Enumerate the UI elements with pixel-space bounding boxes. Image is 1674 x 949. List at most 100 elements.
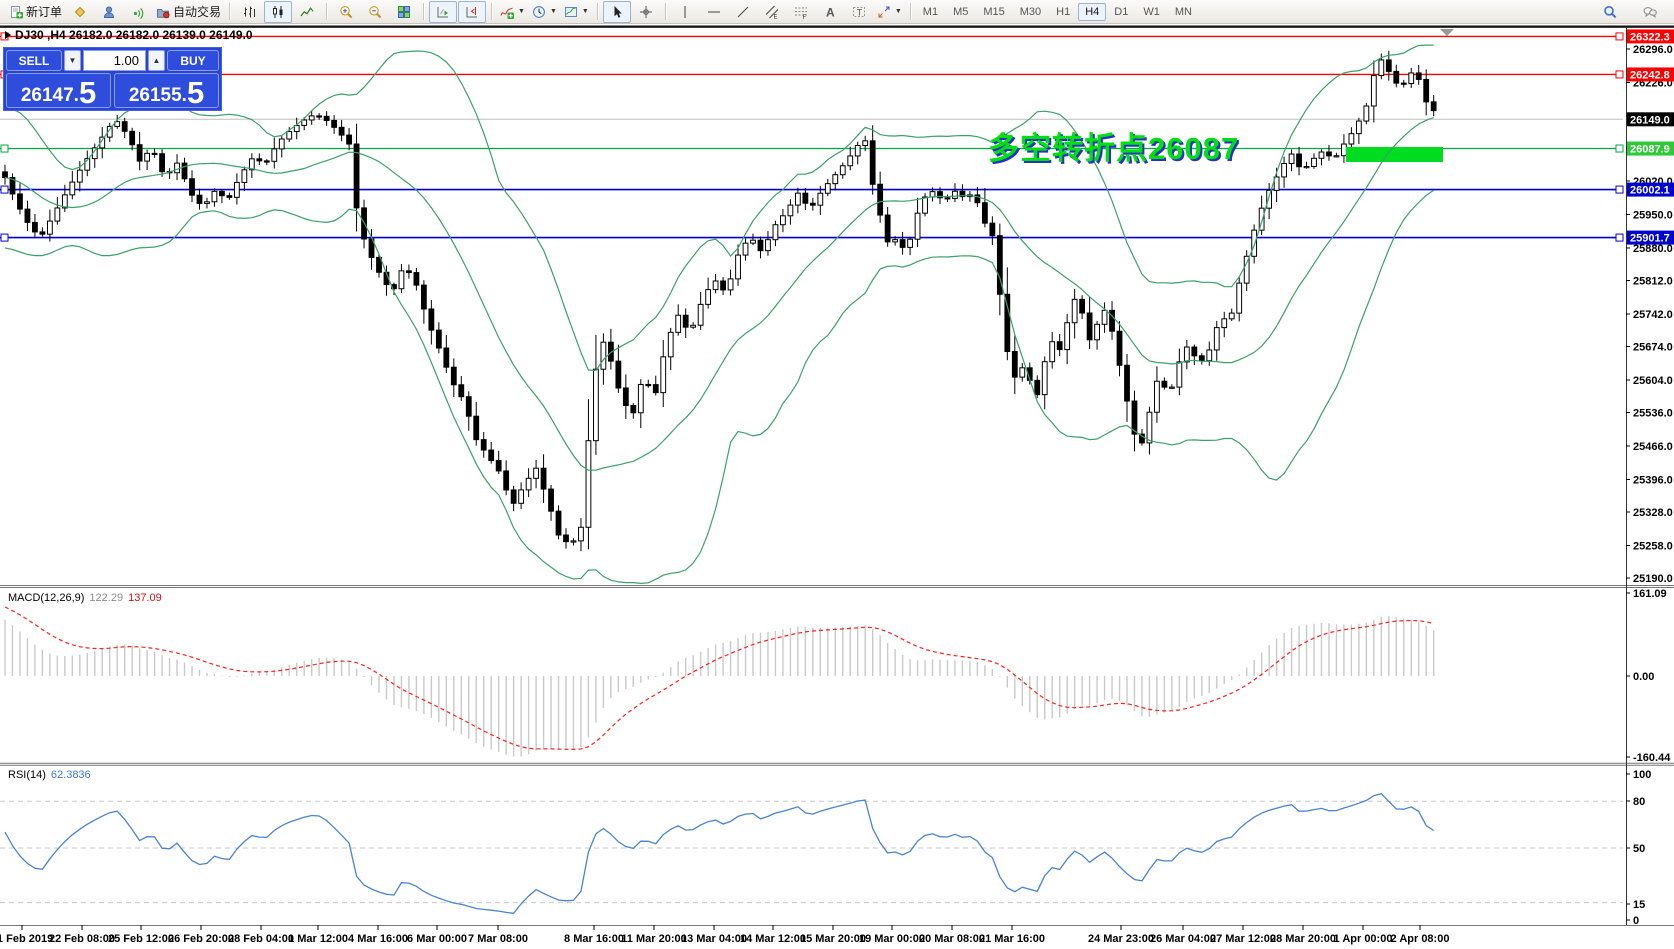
sell-price[interactable]: 26147. 5 <box>6 73 111 108</box>
metaeditor-button[interactable] <box>66 1 94 23</box>
time-tick-label: 2 Apr 08:00 <box>1391 933 1450 945</box>
line-end-marker[interactable] <box>1615 32 1624 41</box>
metaeditor-icon <box>73 5 87 19</box>
line-chart-button[interactable] <box>293 1 321 23</box>
line-end-marker[interactable] <box>1615 144 1624 153</box>
volume-input[interactable]: 1.00 <box>83 50 146 71</box>
buy-price[interactable]: 26155. 5 <box>114 73 219 108</box>
channel-button[interactable]: E <box>758 1 786 23</box>
notifications-icon <box>131 5 145 19</box>
cursor-button[interactable] <box>602 0 631 23</box>
new-order-button[interactable]: 新订单 <box>6 1 65 23</box>
timeframe-h4-button[interactable]: H4 <box>1078 2 1107 21</box>
notifications-button[interactable] <box>124 1 152 23</box>
timeframe-w1-button[interactable]: W1 <box>1143 5 1160 18</box>
svg-text:T: T <box>857 7 863 17</box>
zoom-in-button[interactable] <box>332 1 360 23</box>
macd-indicator <box>4 606 1435 757</box>
bar-chart-button[interactable] <box>235 1 263 23</box>
price-tick-label: 25950.0 <box>1633 209 1673 221</box>
price-level-badge-label: 26322.3 <box>1630 31 1670 43</box>
time-tick-label: 14 Mar 12:00 <box>740 933 806 945</box>
tile-windows-icon <box>397 5 411 19</box>
indicators-button[interactable]: ▼ <box>497 1 528 23</box>
text-label-button[interactable]: T <box>845 1 873 23</box>
chart-top-border <box>0 25 1674 28</box>
rsi-axis-label: 50 <box>1633 843 1645 855</box>
annotation-zone-rect <box>1346 147 1443 162</box>
rsi-pane[interactable] <box>0 766 1623 925</box>
timeframe-m5-button[interactable]: M5 <box>953 5 969 18</box>
price-level-badge <box>1627 112 1674 127</box>
toolbar-separator <box>664 3 666 20</box>
zoom-out-button[interactable] <box>361 1 389 23</box>
bar-chart-icon <box>242 5 256 19</box>
chart-annotation-text: 多空转折点26087 <box>988 131 1240 166</box>
price-tick-label: 25396.0 <box>1633 474 1673 486</box>
timeframe-m15-button[interactable]: M15 <box>983 5 1005 18</box>
shapes-button[interactable]: ▼ <box>874 1 905 23</box>
price-tick-label: 25742.0 <box>1633 309 1673 321</box>
svg-text:A: A <box>826 5 835 19</box>
line-end-marker[interactable] <box>1615 233 1624 242</box>
tile-windows-button[interactable] <box>390 1 418 23</box>
time-tick-label: 13 Mar 04:00 <box>681 933 747 945</box>
vline-button[interactable] <box>671 1 699 23</box>
timeframe-m1-button[interactable]: M1 <box>922 5 939 18</box>
timeframe-d1-button[interactable]: D1 <box>1114 5 1129 18</box>
template-button[interactable]: ▼ <box>561 1 592 23</box>
price-level-badge-label: 26242.8 <box>1630 69 1670 81</box>
text-button[interactable]: A <box>816 1 844 23</box>
trendline-button[interactable] <box>729 1 757 23</box>
chart-shift-button[interactable] <box>458 0 487 23</box>
line-chart-icon <box>300 5 314 19</box>
line-end-marker[interactable] <box>1615 185 1624 194</box>
candles <box>2 50 1437 552</box>
toolbar-separator <box>596 3 598 20</box>
price-level-badge-label: 26087.9 <box>1630 144 1670 156</box>
time-tick-label: 7 Mar 08:00 <box>468 933 528 945</box>
timeframe-m30-button[interactable]: M30 <box>1019 5 1042 18</box>
volume-decrease-button[interactable]: ▼ <box>64 50 81 71</box>
time-tick-label: 27 Mar 12:00 <box>1210 933 1276 945</box>
auto-scroll-icon <box>436 5 450 19</box>
bollinger-bands <box>4 44 1435 585</box>
timeframe-h1-button[interactable]: H1 <box>1056 5 1071 18</box>
time-tick-label: 28 Mar 20:00 <box>1270 933 1336 945</box>
search-button[interactable] <box>1596 1 1624 23</box>
toolbar-separator <box>491 3 493 20</box>
symbol-marker-icon <box>5 31 11 39</box>
fibonacci-icon: F <box>794 5 808 19</box>
chat-button[interactable] <box>1636 1 1664 23</box>
autotrading-label: 自动交易 <box>173 5 222 19</box>
autotrading-button[interactable]: 自动交易 <box>153 1 224 23</box>
line-end-marker[interactable] <box>0 185 9 194</box>
time-tick-label: 22 Feb 08:00 <box>49 933 115 945</box>
timeframe-mn-button[interactable]: MN <box>1174 5 1192 18</box>
one-click-trading-panel: SELL ▼ 1.00 ▲ BUY 26147. 5 26155. 5 <box>3 47 222 111</box>
hline-button[interactable] <box>700 1 728 23</box>
chart-shift-marker-icon[interactable] <box>1440 29 1454 36</box>
candle-chart-button[interactable] <box>264 0 293 23</box>
periods-button[interactable]: ▼ <box>529 1 560 23</box>
price-axis[interactable]: 26296.026226.026156.026088.026020.025950… <box>1626 29 1674 927</box>
volume-increase-button[interactable]: ▲ <box>148 50 165 71</box>
macd-pane[interactable] <box>0 588 1623 763</box>
sell-button[interactable]: SELL <box>6 50 62 71</box>
line-end-marker[interactable] <box>0 144 9 153</box>
crosshair-button[interactable] <box>632 1 660 23</box>
indicators-icon <box>500 5 515 19</box>
line-end-marker[interactable] <box>0 233 9 242</box>
zoom-out-icon <box>368 5 382 19</box>
trendline-icon <box>736 5 750 19</box>
auto-scroll-button[interactable] <box>429 0 458 23</box>
community-button[interactable] <box>95 1 123 23</box>
chevron-down-icon: ▼ <box>581 8 589 15</box>
line-end-marker[interactable] <box>1615 70 1624 79</box>
autotrading-icon <box>156 5 170 19</box>
buy-button[interactable]: BUY <box>167 50 219 71</box>
main-chart-pane[interactable] <box>0 27 1623 585</box>
fibonacci-button[interactable]: F <box>787 1 815 23</box>
